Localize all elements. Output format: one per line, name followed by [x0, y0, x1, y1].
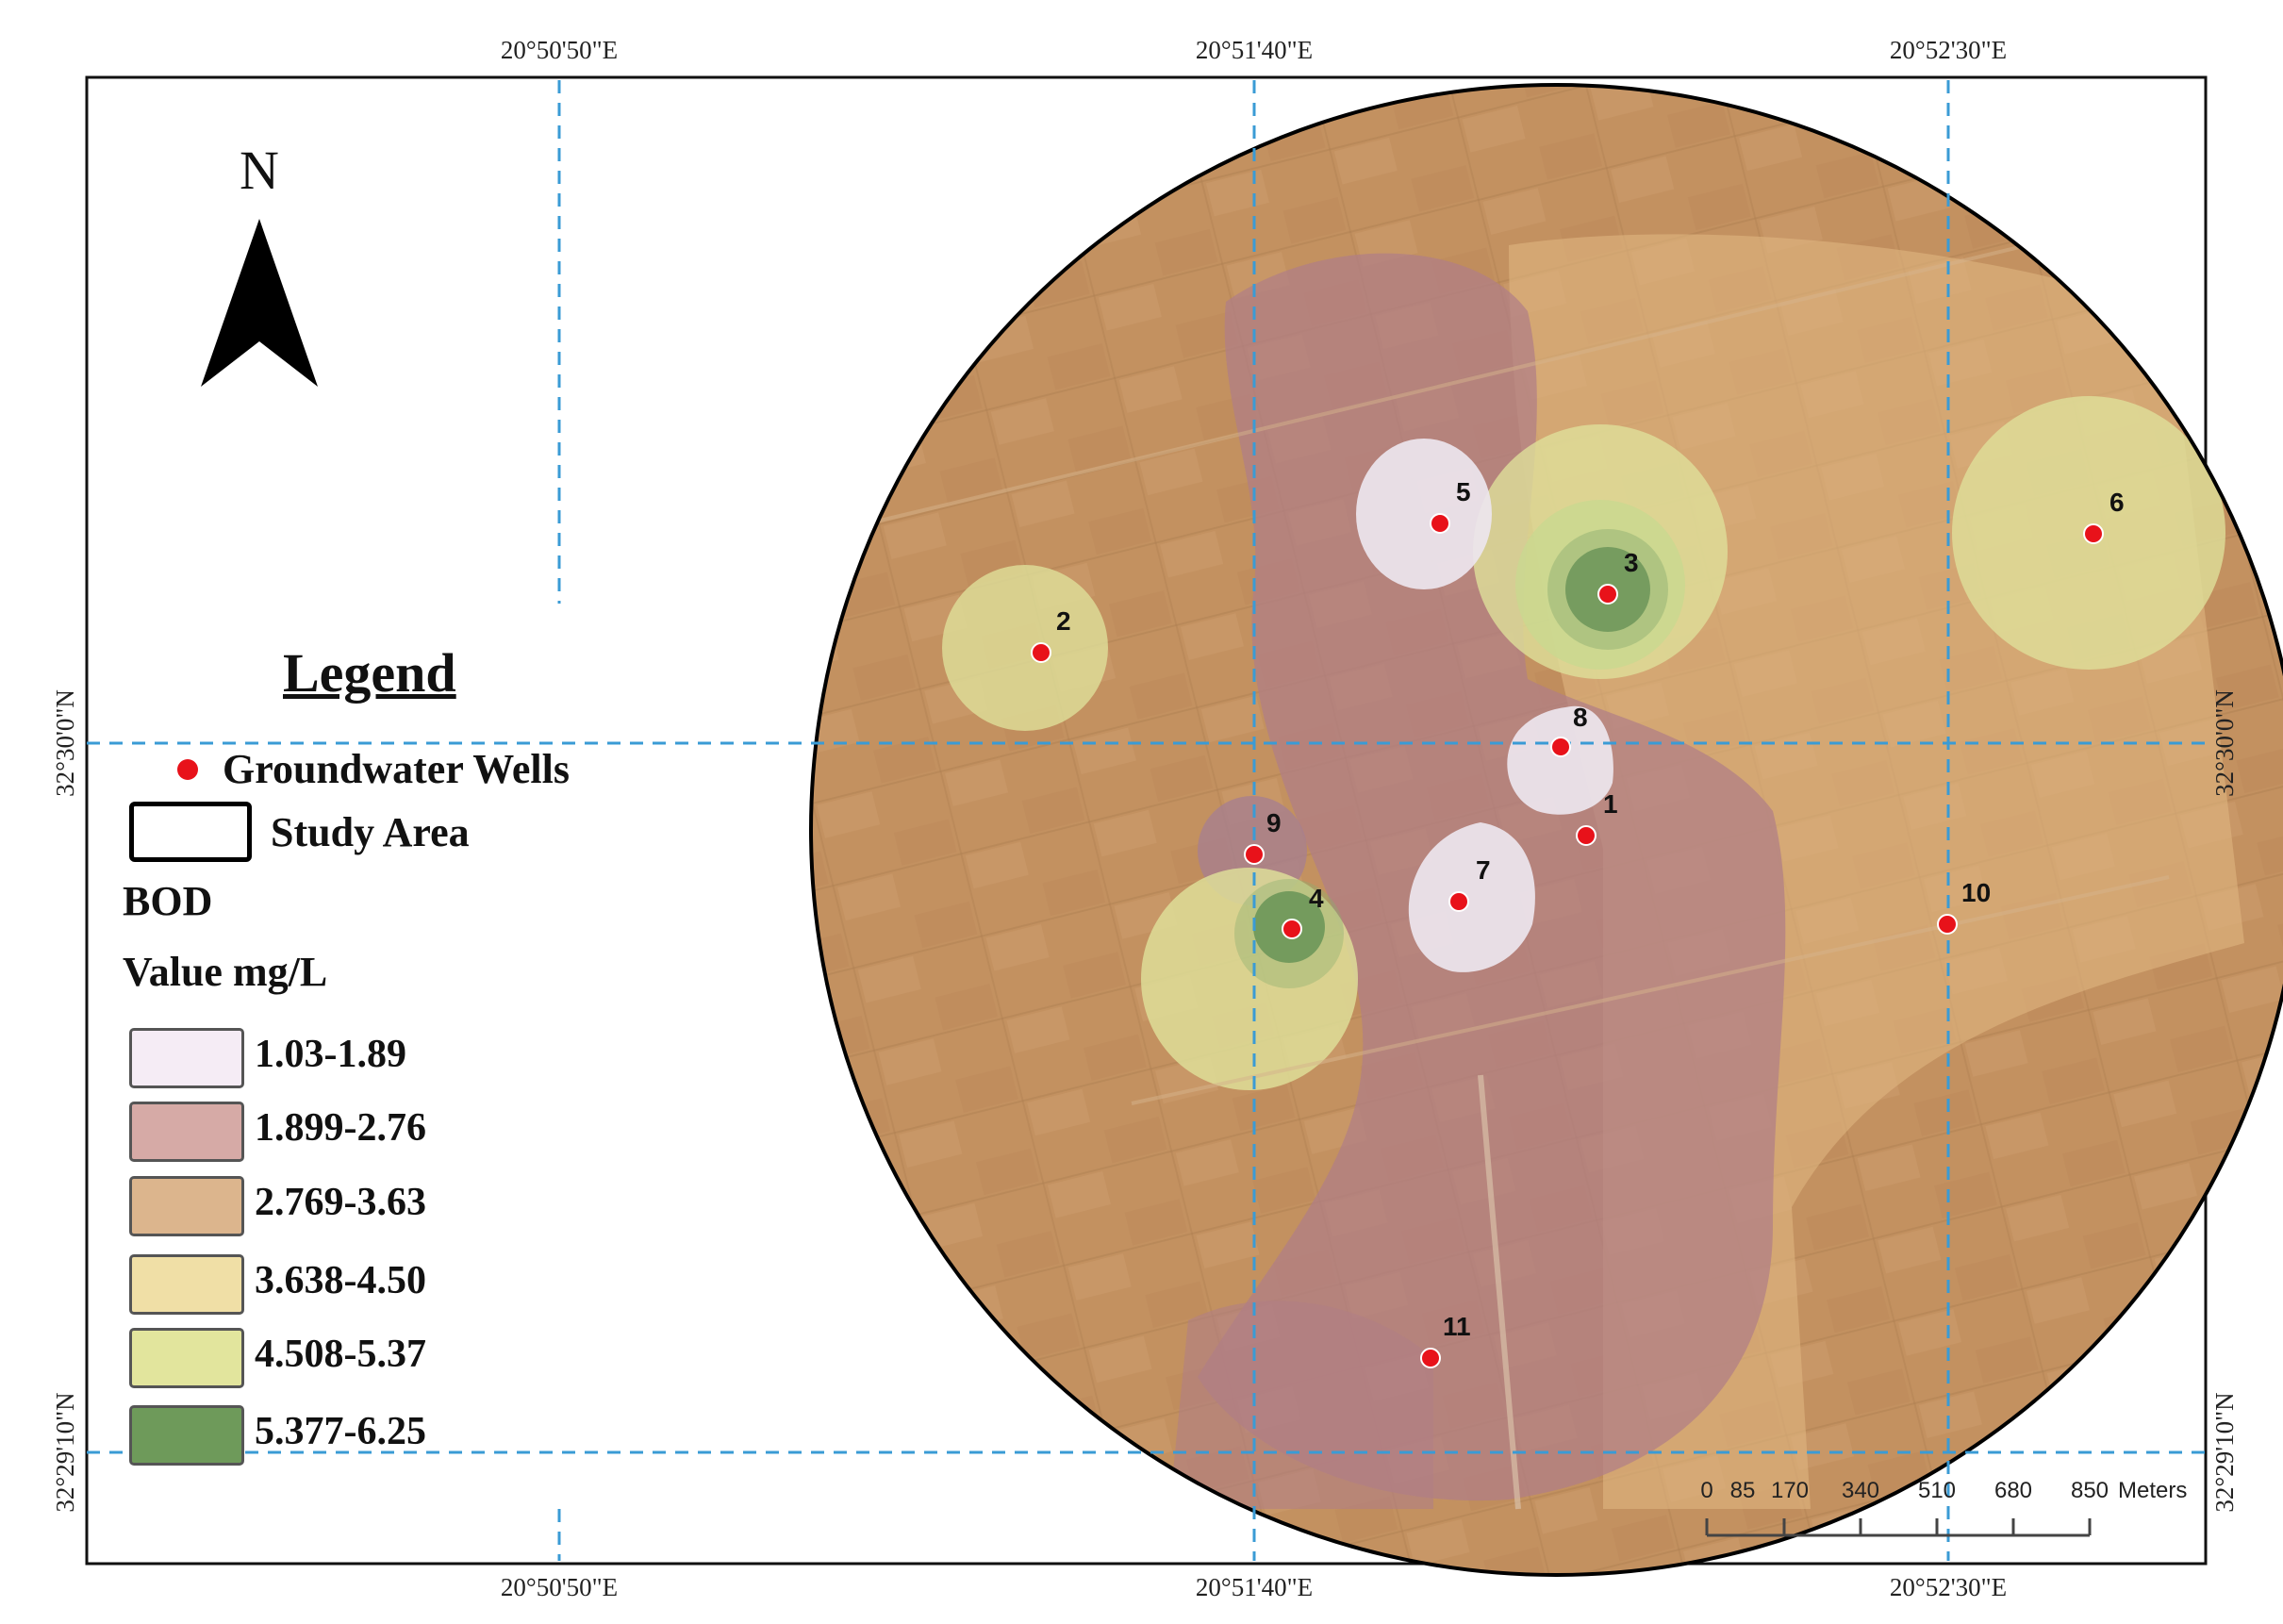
scale-tick-680: 680 — [1994, 1478, 2032, 1503]
well-label-9: 9 — [1266, 808, 1282, 837]
well-marker-6 — [2083, 523, 2104, 544]
legend-class-label-5: 4.508-5.37 — [255, 1333, 426, 1376]
scale-unit: Meters — [2118, 1478, 2187, 1503]
well-marker-4 — [1282, 919, 1302, 939]
zone-1030-1890-well-7 — [1408, 822, 1535, 972]
coord-left-1: 32°30'0"N — [51, 689, 79, 797]
legend-swatch-5 — [129, 1328, 244, 1388]
scale-tick-510: 510 — [1918, 1478, 1956, 1503]
coord-right-2: 32°29'10"N — [2210, 1392, 2239, 1512]
well-symbol-icon — [177, 758, 198, 780]
scale-tick-170: 170 — [1771, 1478, 1809, 1503]
zone-1899-2760-south — [1169, 1301, 1433, 1509]
study-area-boundary — [809, 83, 2283, 1577]
legend-study-area-entry: Study Area — [129, 802, 470, 862]
scale-tick-340: 340 — [1842, 1478, 1879, 1503]
coord-left-2: 32°29'10"N — [51, 1392, 79, 1512]
wells-layer: 1 2 3 4 5 6 7 8 9 10 11 — [1031, 477, 2125, 1368]
well-marker-2 — [1031, 642, 1051, 663]
north-label: N — [240, 140, 279, 201]
scale-tick-850: 850 — [2071, 1478, 2109, 1503]
well-marker-8 — [1550, 737, 1571, 757]
coord-top-3: 20°52'30"E — [1890, 36, 2007, 64]
legend-class-label-3: 2.769-3.63 — [255, 1181, 426, 1224]
coordinate-labels: 20°50'50"E 20°51'40"E 20°52'30"E 20°50'5… — [51, 36, 2239, 1601]
graticule — [87, 80, 2206, 1561]
north-arrow-icon: N — [201, 140, 318, 387]
well-label-3: 3 — [1624, 548, 1639, 577]
well-marker-7 — [1448, 891, 1469, 912]
well-label-11: 11 — [1443, 1312, 1471, 1341]
scale-tick-85: 85 — [1730, 1478, 1756, 1503]
well-label-5: 5 — [1456, 477, 1471, 506]
legend-class-label-4: 3.638-4.50 — [255, 1259, 426, 1302]
legend-class-label-6: 5.377-6.25 — [255, 1410, 426, 1453]
zone-4508-5370-well-2 — [942, 565, 1108, 731]
legend-unit: Value mg/L — [123, 949, 328, 995]
legend-swatch-4 — [129, 1254, 244, 1315]
well-label-7: 7 — [1476, 855, 1491, 885]
well-label-4: 4 — [1309, 884, 1324, 913]
well-marker-10 — [1937, 914, 1958, 935]
well-label-8: 8 — [1573, 703, 1588, 732]
legend-class-label-2: 1.899-2.76 — [255, 1106, 426, 1150]
coord-bottom-3: 20°52'30"E — [1890, 1573, 2007, 1601]
legend-class-label-1: 1.03-1.89 — [255, 1033, 406, 1076]
coord-bottom-2: 20°51'40"E — [1196, 1573, 1313, 1601]
zone-1030-1890-well-8 — [1507, 705, 1613, 815]
well-marker-1 — [1576, 825, 1596, 846]
scale-tick-0: 0 — [1700, 1478, 1712, 1503]
legend-wells-label: Groundwater Wells — [223, 746, 570, 792]
legend-title: Legend — [283, 642, 456, 704]
well-label-6: 6 — [2109, 488, 2125, 517]
legend-swatch-3 — [129, 1176, 244, 1236]
coord-right-1: 32°30'0"N — [2210, 689, 2239, 797]
coord-top-2: 20°51'40"E — [1196, 36, 1313, 64]
well-label-1: 1 — [1603, 789, 1618, 819]
legend-swatch-6 — [129, 1405, 244, 1466]
legend-parameter: BOD — [123, 878, 213, 924]
well-marker-9 — [1244, 844, 1265, 865]
legend-wells-entry: Groundwater Wells — [177, 745, 570, 793]
study-area-symbol-icon — [129, 802, 252, 862]
legend-swatch-1 — [129, 1028, 244, 1088]
well-label-2: 2 — [1056, 606, 1071, 636]
coord-top-1: 20°50'50"E — [501, 36, 618, 64]
well-label-10: 10 — [1961, 878, 1991, 907]
legend-study-area-label: Study Area — [271, 808, 470, 855]
zone-1030-1890-well-5 — [1356, 439, 1492, 589]
coord-bottom-1: 20°50'50"E — [501, 1573, 618, 1601]
well-marker-11 — [1420, 1348, 1441, 1368]
legend-swatch-2 — [129, 1102, 244, 1162]
well-marker-5 — [1430, 513, 1450, 534]
scale-bar: 0 85 170 340 510 680 850 Meters — [1700, 1478, 2187, 1537]
well-marker-3 — [1597, 584, 1618, 605]
